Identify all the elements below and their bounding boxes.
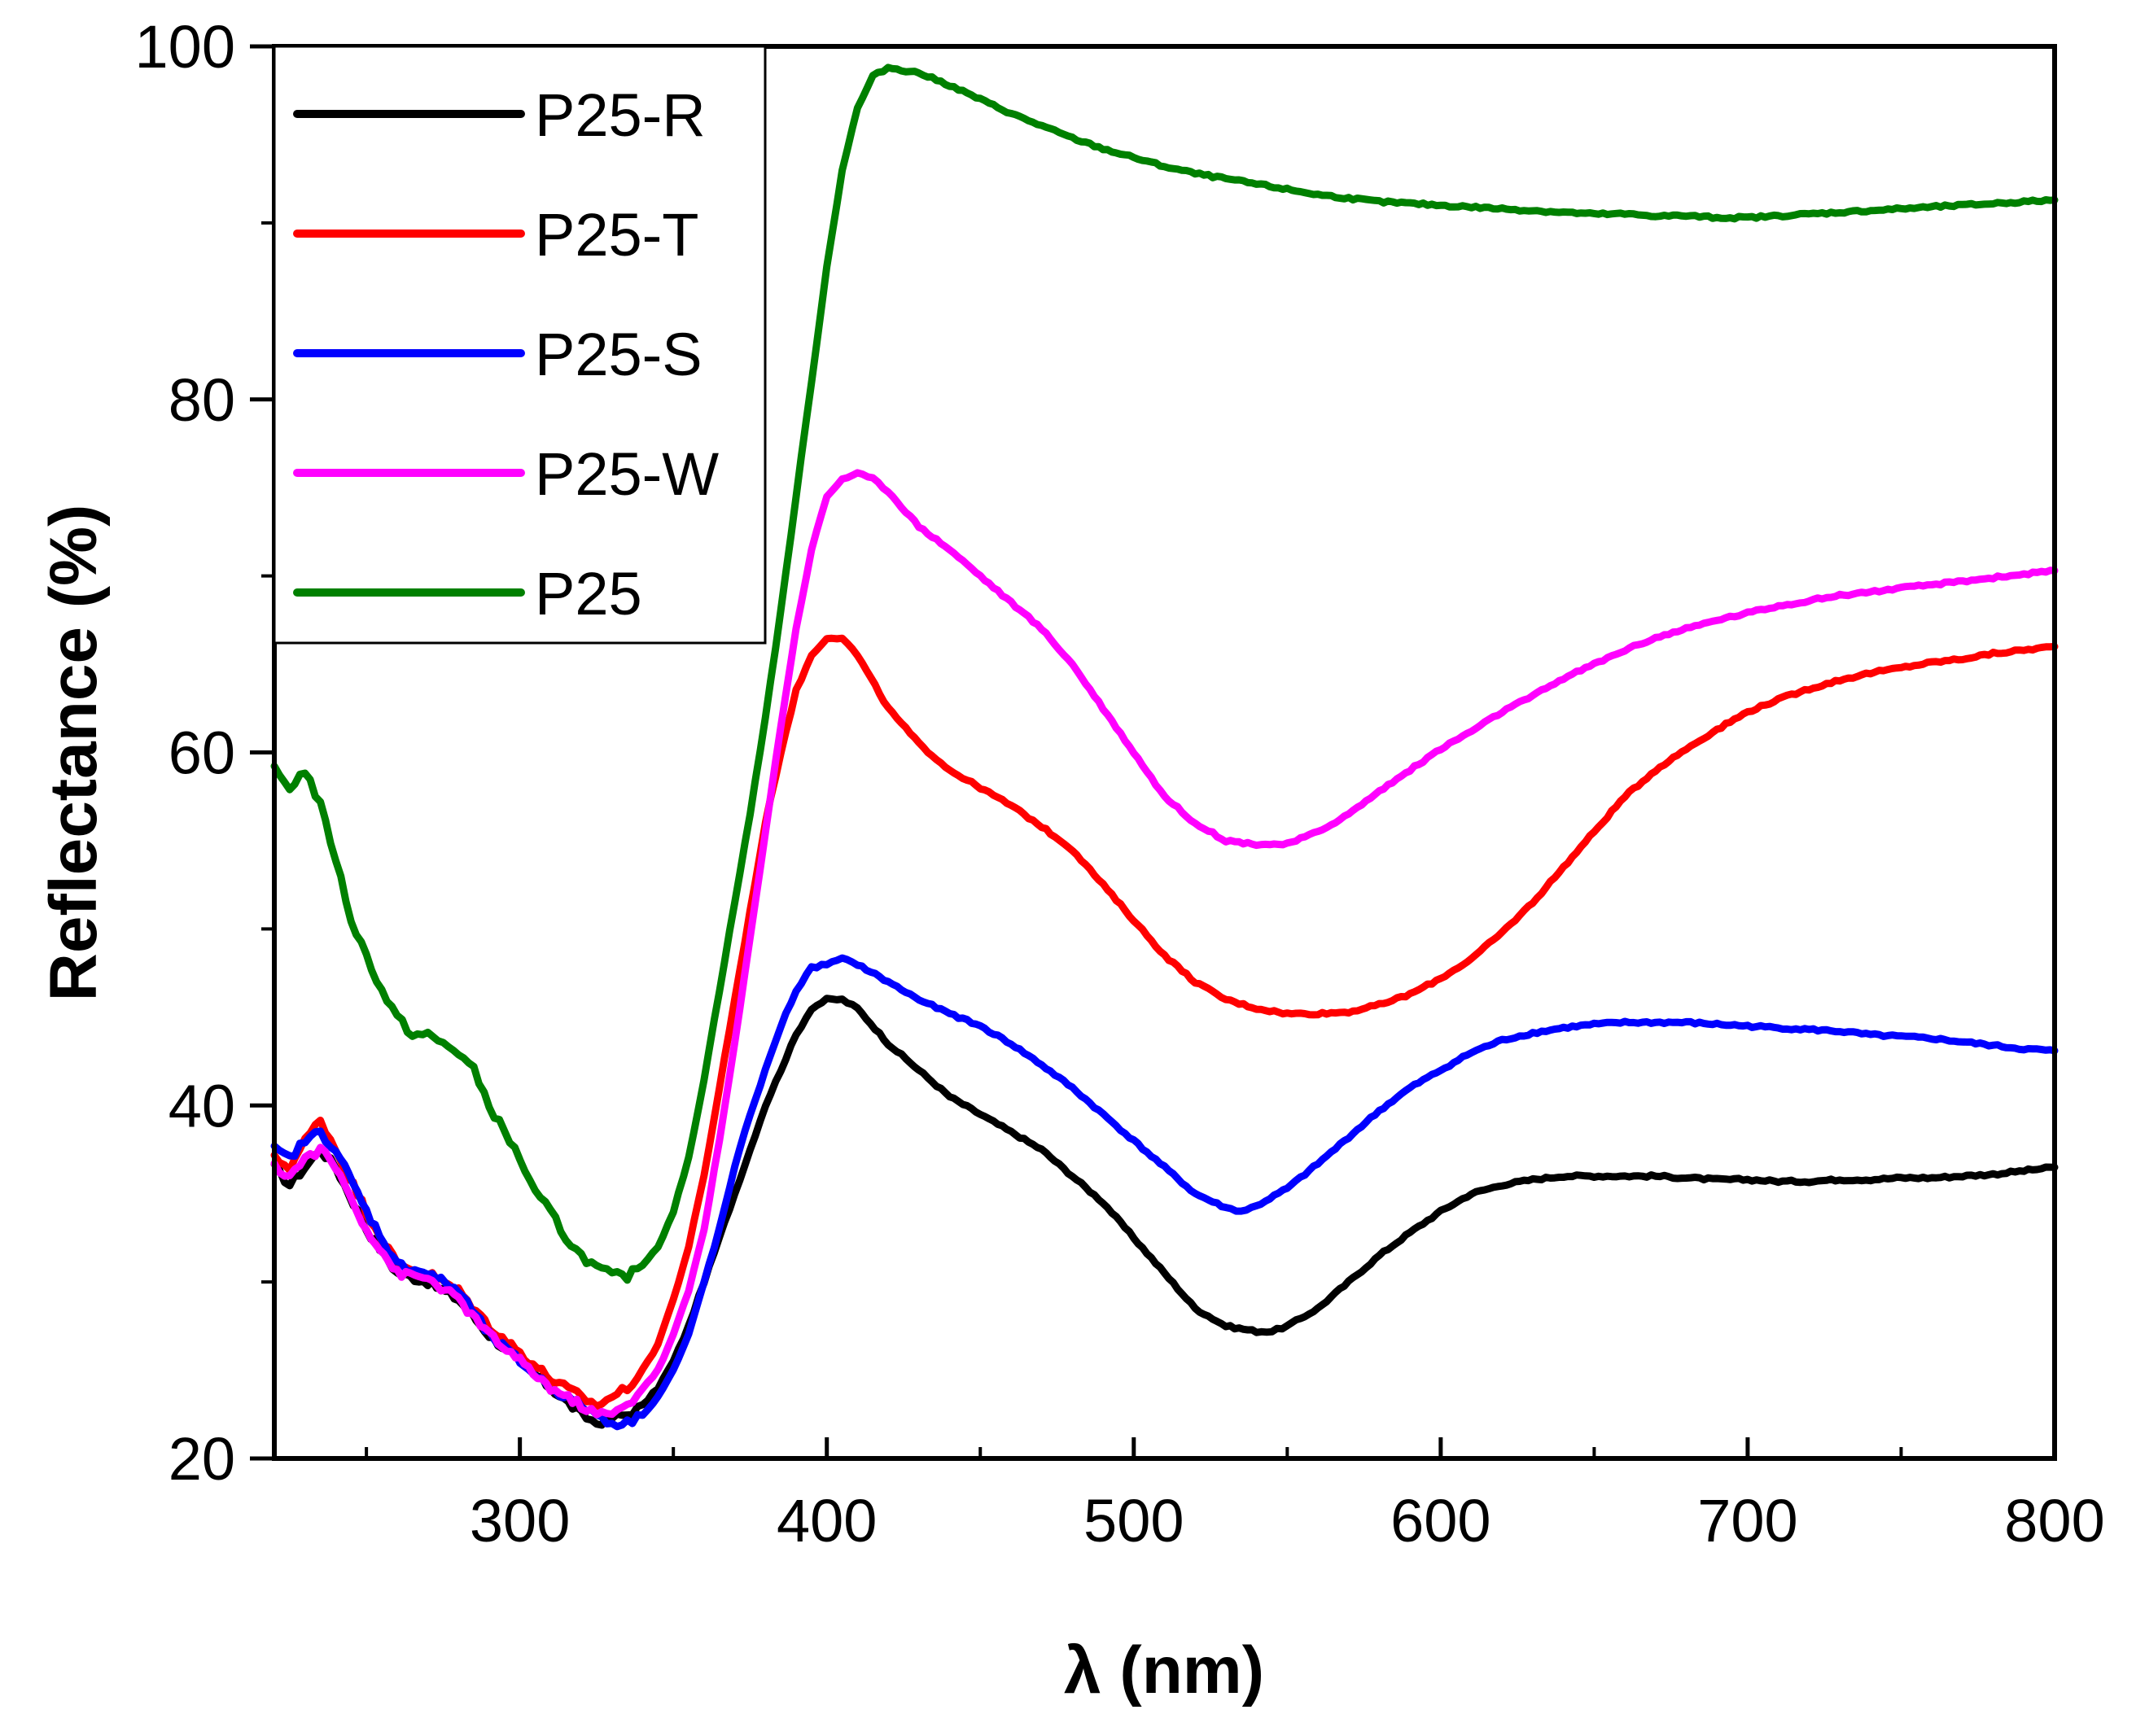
x-tick-label: 300 [470, 1487, 570, 1555]
legend: P25-R P25-T P25-S P25-W P25 [273, 45, 767, 645]
legend-label-p25-w: P25-W [535, 440, 719, 508]
legend-box [273, 45, 767, 645]
series-line-p25-s [270, 954, 2059, 1431]
legend-label-p25-r: P25-R [535, 81, 706, 149]
y-tick-label: 80 [169, 366, 235, 434]
y-tick-label: 20 [169, 1425, 235, 1493]
x-tick-label: 500 [1083, 1487, 1184, 1555]
series-line-p25-r [270, 995, 2059, 1429]
x-tick-label: 700 [1697, 1487, 1797, 1555]
y-axis-title: Reflectance (%) [37, 505, 111, 1002]
y-tick-label: 60 [169, 719, 235, 787]
series-line-p25-t [270, 634, 2059, 1410]
legend-items: P25-R P25-T P25-S P25-W P25 [293, 81, 719, 627]
x-tick-label: 400 [777, 1487, 877, 1555]
legend-label-p25-t: P25-T [535, 201, 699, 269]
legend-label-p25: P25 [535, 560, 642, 627]
series-line-p25-w [270, 469, 2059, 1419]
series-layer [270, 63, 2059, 1431]
x-tick-label: 600 [1390, 1487, 1490, 1555]
y-tick-label: 40 [169, 1072, 235, 1139]
series-line-p25 [270, 63, 2059, 1284]
tick-layer: 300 400 500 600 700 800 20 40 60 80 100 [135, 13, 2105, 1555]
x-axis-title: λ (nm) [1064, 1633, 1264, 1708]
x-tick-label: 800 [2004, 1487, 2104, 1555]
y-tick-label: 100 [135, 13, 235, 81]
legend-label-p25-s: P25-S [535, 321, 703, 388]
